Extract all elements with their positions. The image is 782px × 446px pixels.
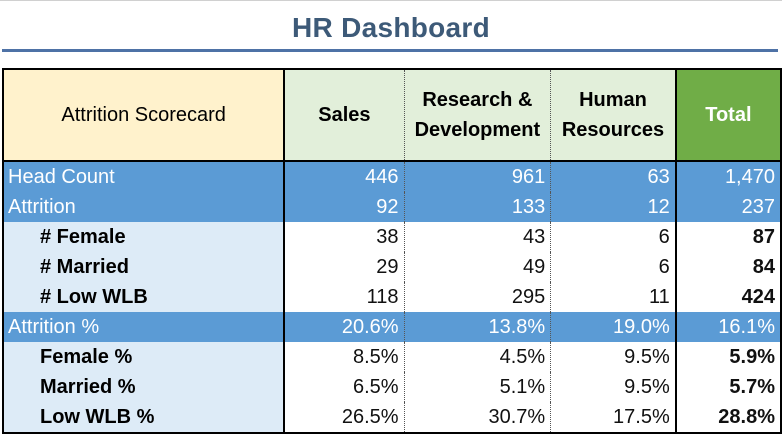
cell-sales: 92	[284, 192, 405, 222]
cell-total: 16.1%	[675, 312, 782, 342]
cell-rd: 13.8%	[404, 312, 552, 342]
row-label: Married %	[1, 372, 286, 402]
table-row-female-percent: Female % 8.5% 4.5% 9.5% 5.9%	[1, 342, 782, 372]
table-row-married-count: # Married 29 49 6 84	[1, 252, 782, 282]
header-total: Total	[675, 68, 782, 162]
header-sales: Sales	[284, 68, 405, 162]
cell-hr: 9.5%	[550, 372, 677, 402]
cell-rd: 4.5%	[404, 342, 552, 372]
page-title: HR Dashboard	[291, 12, 491, 43]
cell-sales: 446	[284, 161, 405, 192]
cell-sales: 8.5%	[284, 342, 405, 372]
cell-rd: 43	[404, 222, 552, 252]
table-row-female-count: # Female 38 43 6 87	[1, 222, 782, 252]
header-rd-line2: Development	[414, 119, 541, 141]
cell-rd: 961	[404, 161, 552, 192]
row-label: # Married	[1, 252, 286, 282]
cell-rd: 49	[404, 252, 552, 282]
header-human-resources: Human Resources	[550, 68, 677, 162]
top-border-line	[0, 0, 782, 1]
cell-sales: 6.5%	[284, 372, 405, 402]
header-rd-line1: Research &	[422, 89, 533, 111]
cell-hr: 9.5%	[550, 342, 677, 372]
row-label: Female %	[1, 342, 286, 372]
cell-total: 5.9%	[675, 342, 782, 372]
cell-rd: 30.7%	[404, 402, 552, 434]
cell-rd: 295	[404, 282, 552, 312]
table-header-row: Attrition Scorecard Sales Research & Dev…	[1, 68, 782, 162]
cell-sales: 118	[284, 282, 405, 312]
table-row-married-percent: Married % 6.5% 5.1% 9.5% 5.7%	[1, 372, 782, 402]
cell-hr: 63	[550, 161, 677, 192]
table-row-attrition: Attrition 92 133 12 237	[1, 192, 782, 222]
cell-total: 1,470	[675, 161, 782, 192]
title-underline	[2, 49, 778, 52]
cell-total: 87	[675, 222, 782, 252]
cell-rd: 5.1%	[404, 372, 552, 402]
header-hr-line1: Human	[579, 89, 647, 111]
cell-hr: 17.5%	[550, 402, 677, 434]
cell-total: 5.7%	[675, 372, 782, 402]
row-label: # Female	[1, 222, 286, 252]
table-row-low-wlb-percent: Low WLB % 26.5% 30.7% 17.5% 28.8%	[1, 402, 782, 434]
table-row-attrition-percent: Attrition % 20.6% 13.8% 19.0% 16.1%	[1, 312, 782, 342]
table-row-low-wlb-count: # Low WLB 118 295 11 424	[1, 282, 782, 312]
cell-sales: 29	[284, 252, 405, 282]
header-research-development: Research & Development	[404, 68, 552, 162]
row-label: Attrition %	[1, 312, 286, 342]
row-label: Head Count	[1, 161, 286, 192]
header-scorecard-label: Attrition Scorecard	[1, 68, 286, 162]
cell-rd: 133	[404, 192, 552, 222]
cell-hr: 12	[550, 192, 677, 222]
cell-total: 237	[675, 192, 782, 222]
cell-total: 424	[675, 282, 782, 312]
cell-sales: 20.6%	[284, 312, 405, 342]
row-label: # Low WLB	[1, 282, 286, 312]
cell-total: 84	[675, 252, 782, 282]
cell-hr: 6	[550, 222, 677, 252]
table-row-head-count: Head Count 446 961 63 1,470	[1, 161, 782, 192]
cell-sales: 26.5%	[284, 402, 405, 434]
cell-total: 28.8%	[675, 402, 782, 434]
cell-hr: 6	[550, 252, 677, 282]
cell-sales: 38	[284, 222, 405, 252]
cell-hr: 19.0%	[550, 312, 677, 342]
row-label: Low WLB %	[1, 402, 286, 434]
cell-hr: 11	[550, 282, 677, 312]
attrition-scorecard-table: Attrition Scorecard Sales Research & Dev…	[1, 68, 782, 434]
row-label: Attrition	[1, 192, 286, 222]
header-hr-line2: Resources	[561, 119, 665, 141]
